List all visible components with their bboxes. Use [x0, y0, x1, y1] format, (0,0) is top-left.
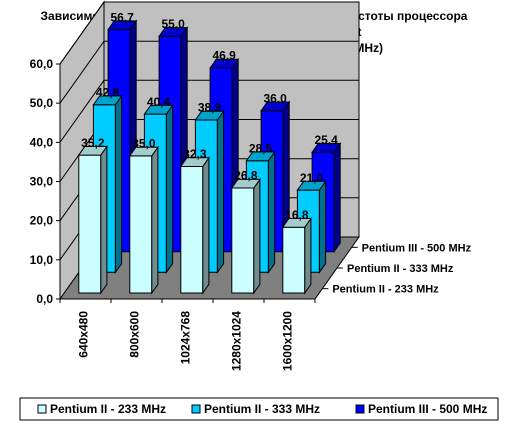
bar-side — [318, 179, 327, 274]
x-tick-label: 1600x1200 — [281, 311, 295, 371]
legend-swatch — [355, 404, 365, 414]
bar-side — [267, 150, 276, 274]
bar — [179, 156, 210, 295]
legend: Pentium II - 233 MHz Pentium II - 333 MHz… — [19, 397, 499, 421]
legend-label: Pentium III - 500 MHz — [368, 402, 487, 416]
bar — [128, 145, 159, 295]
bar-top — [92, 95, 123, 106]
y-tick-label: 50,0 — [30, 96, 54, 110]
bar-side — [100, 144, 108, 295]
x-tick-label: 640x480 — [77, 311, 91, 358]
bar-top — [209, 58, 240, 69]
data-label: 35,0 — [132, 137, 156, 151]
bar-top — [245, 151, 276, 162]
bar-front — [180, 166, 204, 294]
bar-top — [311, 143, 342, 153]
x-tick-label: 1024x768 — [179, 311, 193, 365]
bar-front — [231, 187, 255, 294]
bar-front — [78, 154, 102, 294]
y-tick-label: 10,0 — [30, 253, 54, 267]
legend-label: Pentium II - 233 MHz — [50, 402, 166, 416]
bar-top — [179, 157, 210, 167]
gridline — [59, 1, 359, 65]
series-axis-labels: Pentium II - 233 MHz Pentium II - 333 MHz… — [322, 242, 472, 296]
bar-side — [216, 109, 225, 274]
data-label: 35,2 — [81, 136, 105, 150]
data-label: 36,0 — [263, 91, 287, 105]
bar-side — [253, 177, 261, 295]
y-tick-label: 40,0 — [30, 135, 54, 149]
data-label: 40,4 — [147, 95, 171, 109]
bar-top — [128, 146, 159, 157]
y-tick-label: 20,0 — [30, 214, 54, 228]
bar-top — [281, 218, 312, 228]
x-axis-ticks: 640x480 800x600 1024x768 1280x1024 1600x1200 — [59, 299, 316, 371]
bar-top — [296, 180, 327, 191]
bar-top — [77, 146, 108, 156]
data-label: 46,9 — [212, 49, 236, 63]
bar — [230, 177, 261, 295]
data-label: 32,3 — [183, 147, 207, 161]
x-tick-label: 1280x1024 — [230, 311, 244, 371]
bar-top — [158, 27, 189, 37]
data-label: 38,9 — [198, 101, 222, 115]
bar-top — [194, 110, 225, 121]
gridline — [59, 40, 359, 104]
data-label: 21,0 — [300, 171, 324, 185]
data-label: 42,8 — [96, 85, 120, 99]
bar-front — [282, 226, 306, 294]
data-labels: 56,7 55,0 46,9 36,0 25,4 42,8 40,4 38,9 28,5 21,0… — [81, 10, 338, 222]
data-label: 55,0 — [161, 17, 185, 31]
bar — [281, 216, 312, 295]
bar-top — [107, 20, 138, 31]
data-label: 28,5 — [249, 141, 273, 155]
series-axis-label: Pentium III - 500 MHz — [362, 242, 472, 254]
y-tick-label: 30,0 — [30, 175, 54, 189]
data-label: 56,7 — [110, 10, 134, 24]
bar-side — [304, 216, 312, 295]
legend-label: Pentium II - 333 MHz — [204, 402, 320, 416]
legend-swatch — [37, 404, 47, 414]
data-label: 25,4 — [314, 133, 338, 147]
y-axis-ticks: 0,0 10,0 20,0 30,0 40,0 50,0 60,0 — [30, 57, 61, 306]
bar-side — [333, 141, 341, 254]
data-label: 26,8 — [234, 169, 258, 183]
bar-top — [260, 101, 291, 112]
x-tick-label: 800x600 — [128, 311, 142, 358]
legend-swatch — [191, 404, 201, 414]
bar-side — [202, 156, 210, 295]
bar-front — [129, 155, 153, 294]
gridline — [59, 79, 359, 143]
bar-side — [151, 145, 159, 295]
data-label: 16,8 — [285, 208, 309, 222]
legend-box — [19, 397, 499, 421]
bar-side — [114, 94, 123, 274]
bar-top — [230, 178, 261, 189]
bars — [77, 19, 342, 295]
series-axis-label: Pentium II - 333 MHz — [347, 263, 454, 275]
y-tick-label: 60,0 — [30, 57, 54, 71]
series-axis-label: Pentium II - 233 MHz — [332, 284, 439, 296]
bar — [77, 144, 108, 295]
bar-side — [165, 103, 174, 274]
y-tick-label: 0,0 — [36, 292, 53, 306]
bar-top — [143, 104, 174, 115]
